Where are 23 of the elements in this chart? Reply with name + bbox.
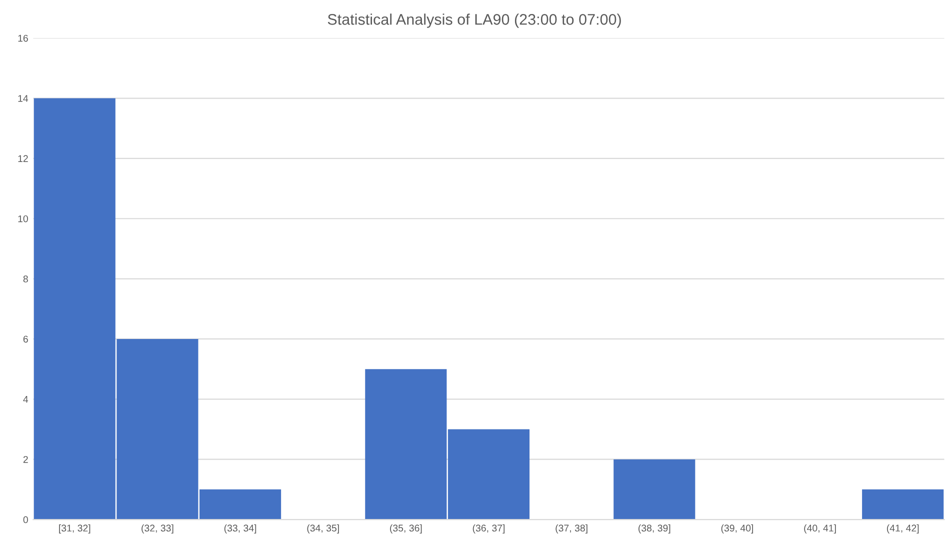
- x-tick-label: (41, 42]: [886, 524, 919, 534]
- y-tick-label: 12: [18, 155, 28, 162]
- x-tick-label: (37, 38]: [556, 524, 588, 534]
- x-tick-label: (36, 37]: [472, 524, 505, 534]
- x-tick-label: (38, 39]: [638, 524, 670, 534]
- y-tick-label: 10: [18, 215, 28, 222]
- bar: [614, 459, 696, 520]
- y-tick-label: 2: [23, 456, 28, 463]
- y-tick-label: 14: [18, 95, 28, 102]
- x-tick-label: (39, 40]: [721, 524, 753, 534]
- y-tick-label: 8: [23, 276, 28, 282]
- y-tick-label: 16: [18, 34, 28, 42]
- x-tick-label: (40, 41]: [804, 524, 836, 534]
- x-tick-label: (34, 35]: [307, 524, 339, 534]
- bar: [862, 489, 944, 520]
- x-tick-label: (32, 33]: [142, 524, 174, 534]
- x-tick-label: [31, 32]: [59, 524, 90, 534]
- x-tick-label: (35, 36]: [390, 524, 422, 534]
- x-tick-label: (33, 34]: [224, 524, 256, 534]
- y-tick-label: 6: [23, 336, 28, 343]
- y-tick-label: 4: [23, 396, 28, 403]
- chart-title: Statistical Analysis of LA90 (23:00 to 07:00): [328, 14, 621, 28]
- y-tick-label: 0: [23, 516, 28, 524]
